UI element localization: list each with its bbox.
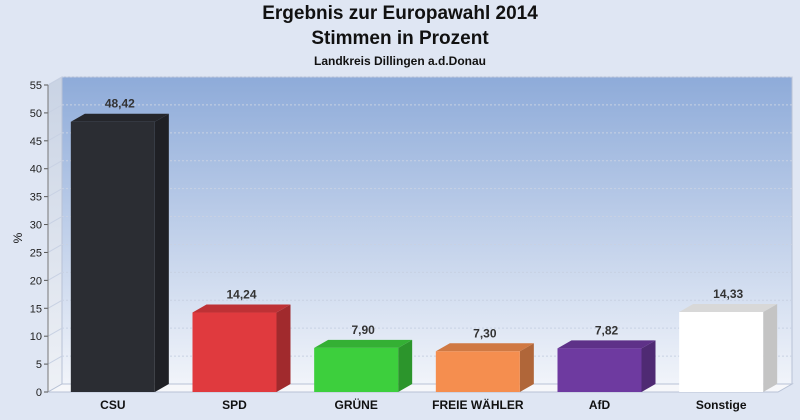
x-tick-label: CSU — [100, 398, 125, 412]
data-label: 7,82 — [595, 323, 619, 337]
y-tick-label: 10 — [30, 331, 42, 343]
bar-top — [679, 304, 778, 313]
y-tick-label: 45 — [30, 136, 42, 148]
grid-line-side — [47, 355, 63, 365]
x-tick-label: SPD — [222, 398, 247, 412]
y-tick-label: 30 — [30, 220, 42, 232]
grid-line-side — [47, 76, 63, 86]
x-tick-label: GRÜNE — [334, 397, 377, 412]
bar-top — [314, 339, 413, 348]
grid-line-side — [47, 132, 63, 142]
y-tick-label: 40 — [30, 164, 42, 176]
grid-line-side — [47, 271, 63, 281]
grid-line-side — [47, 216, 63, 225]
bar-top — [557, 340, 656, 349]
bar — [435, 351, 520, 392]
y-tick-label: 50 — [30, 108, 42, 120]
bar-side — [641, 340, 656, 392]
data-label: 7,90 — [351, 323, 375, 337]
bar-side — [154, 113, 169, 392]
chart-subtitle: Stimmen in Prozent — [311, 28, 489, 49]
plot-back-wall — [61, 76, 793, 385]
bar-side — [276, 304, 291, 392]
grid-line-side — [47, 188, 63, 198]
chart-title: Ergebnis zur Europawahl 2014 — [262, 3, 538, 24]
grid-line-side — [47, 299, 63, 309]
y-tick-label: 5 — [36, 359, 42, 371]
data-label: 14,33 — [713, 287, 743, 301]
x-tick-label: AfD — [589, 398, 611, 412]
bar — [557, 348, 642, 392]
bar — [314, 347, 399, 392]
grid-line-side — [47, 327, 63, 337]
y-tick-label: 15 — [30, 303, 42, 315]
data-label: 48,42 — [105, 97, 135, 111]
plot-side-wall — [47, 76, 63, 393]
x-tick-label: Sonstige — [696, 398, 747, 412]
data-label: 7,30 — [473, 326, 497, 340]
y-tick-label: 25 — [30, 247, 42, 259]
y-tick-label: 55 — [30, 80, 42, 92]
y-axis-label: % — [11, 232, 25, 243]
grid-line-side — [47, 160, 63, 170]
chart-caption: Landkreis Dillingen a.d.Donau — [313, 54, 487, 68]
y-tick-label: 35 — [30, 192, 42, 204]
grid-line-side — [47, 244, 63, 253]
bar-top — [70, 113, 169, 122]
bar-side — [519, 343, 534, 392]
bar — [679, 312, 764, 392]
x-tick-label: FREIE WÄHLER — [432, 397, 524, 412]
bar-side — [398, 339, 413, 392]
grid-line-side — [47, 104, 63, 114]
data-label: 14,24 — [226, 288, 256, 302]
y-tick-label: 20 — [30, 275, 42, 287]
bar — [70, 121, 155, 392]
bar-top — [435, 343, 534, 352]
y-tick-label: 0 — [36, 387, 42, 399]
bar-top — [192, 304, 291, 313]
bar-side — [763, 304, 778, 392]
bar — [192, 312, 277, 392]
